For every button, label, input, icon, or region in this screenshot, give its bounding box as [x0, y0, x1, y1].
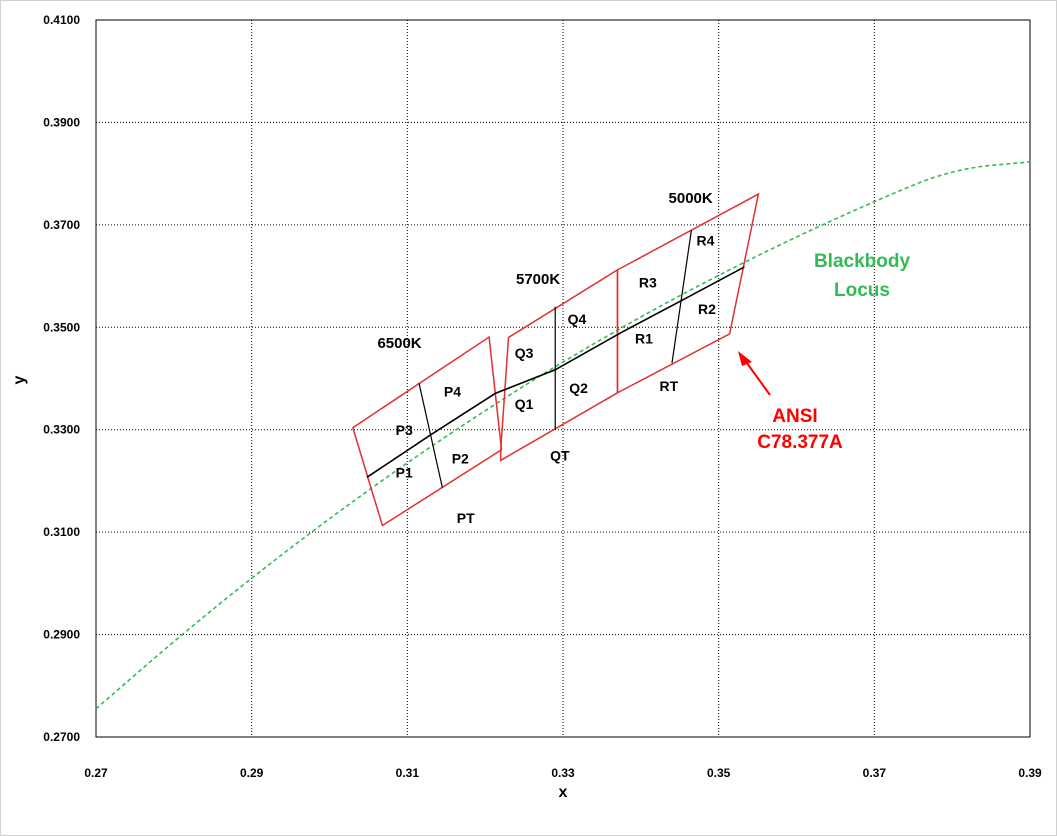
- quadrangle-5000k: [616, 192, 760, 395]
- grid-lines: [96, 20, 1030, 737]
- x-axis-title: x: [559, 784, 568, 801]
- bin-labels: P1 P2 P3 P4 PT Q1 Q2 Q3 Q4 QT R1 R2 R3 R4 RT 6500K 5700K…: [377, 190, 716, 526]
- bin-label-q4: Q4: [568, 311, 587, 327]
- cct-label-5000k: 5000K: [669, 190, 713, 207]
- bin-label-p4: P4: [444, 383, 461, 399]
- blackbody-locus: [95, 161, 1031, 710]
- cross-line-1: [418, 382, 443, 488]
- ansi-arrow-shaft: [743, 358, 771, 396]
- y-tick-label: 0.3900: [43, 115, 80, 129]
- tick-labels: 0.27 0.29 0.31 0.33 0.35 0.37 0.39 0.2700 0.2900…: [43, 13, 1042, 780]
- y-tick-label: 0.4100: [43, 13, 80, 27]
- bin-label-r2: R2: [698, 301, 716, 317]
- bin-label-rt: RT: [660, 378, 679, 394]
- y-tick-label: 0.2700: [43, 730, 80, 744]
- ansi-annotation: ANSI C78.377A: [738, 351, 843, 453]
- ansi-arrow-head: [738, 351, 752, 366]
- locus-label-line-1: Blackbody: [814, 251, 911, 272]
- x-tick-label: 0.39: [1018, 766, 1042, 780]
- ansi-label-line-1: ANSI: [772, 406, 817, 427]
- ansi-quadrangles: [351, 192, 760, 527]
- y-tick-label: 0.3100: [43, 525, 80, 539]
- bin-label-p2: P2: [452, 451, 469, 467]
- bin-label-p1: P1: [396, 464, 413, 480]
- locus-label-line-2: Locus: [834, 280, 890, 301]
- bin-label-pt: PT: [457, 510, 475, 526]
- x-tick-label: 0.35: [707, 766, 731, 780]
- x-tick-label: 0.33: [551, 766, 575, 780]
- bin-label-r4: R4: [696, 232, 714, 248]
- quadrangle-6500k: [351, 335, 503, 527]
- cct-label-6500k: 6500K: [377, 335, 421, 352]
- x-tick-label: 0.27: [84, 766, 108, 780]
- y-tick-label: 0.2900: [43, 628, 80, 642]
- bin-label-q3: Q3: [515, 345, 534, 361]
- ansi-label-line-2: C78.377A: [757, 432, 843, 453]
- bin-label-r3: R3: [639, 274, 657, 290]
- bin-label-p3: P3: [396, 422, 413, 438]
- cross-line-3: [671, 229, 693, 364]
- bin-label-q1: Q1: [515, 396, 534, 412]
- bin-label-qt: QT: [550, 447, 570, 463]
- y-tick-label: 0.3500: [43, 320, 80, 334]
- bin-label-r1: R1: [635, 331, 653, 347]
- bin-label-q2: Q2: [569, 380, 588, 396]
- y-tick-label: 0.3300: [43, 423, 80, 437]
- x-tick-label: 0.31: [396, 766, 420, 780]
- y-axis-title: y: [11, 375, 28, 384]
- x-tick-label: 0.29: [240, 766, 264, 780]
- y-tick-label: 0.3700: [43, 218, 80, 232]
- locus-curve: [95, 161, 1031, 710]
- x-tick-label: 0.37: [863, 766, 887, 780]
- cct-label-5700k: 5700K: [516, 271, 560, 288]
